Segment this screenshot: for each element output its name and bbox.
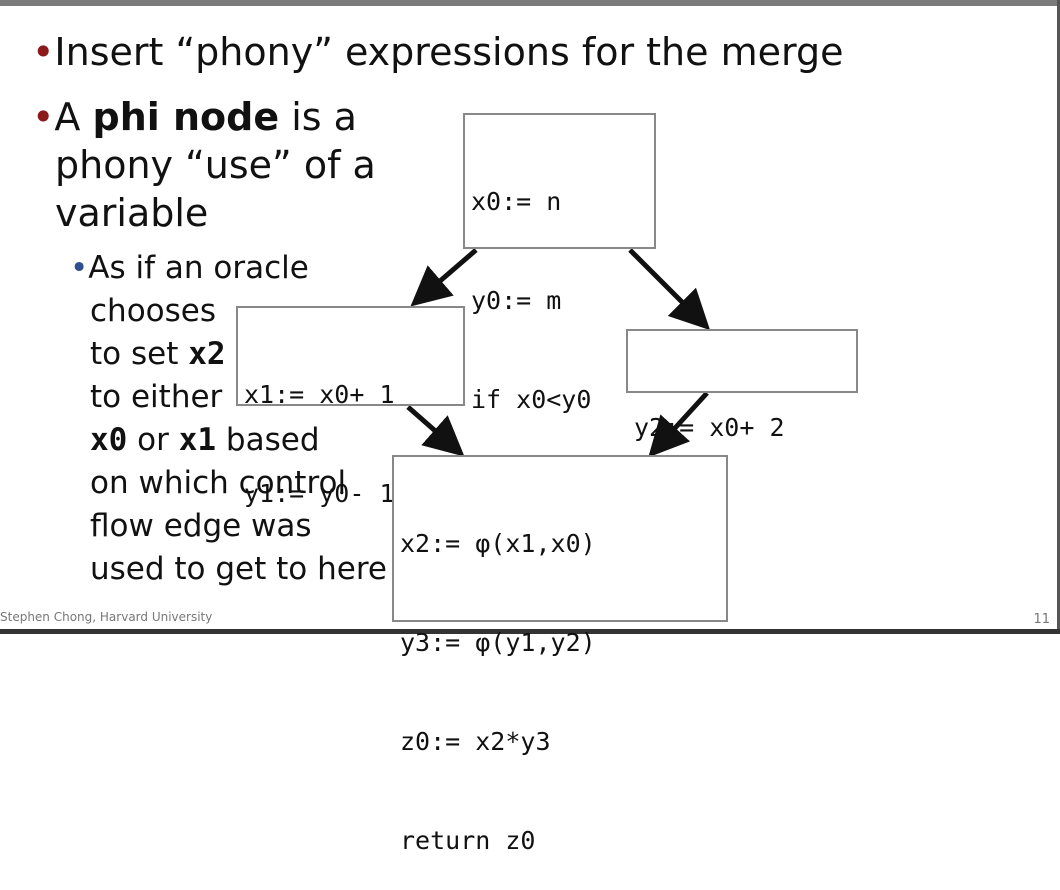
block-left: x1:= x0+ 1 y1:= y0- 1 — [236, 306, 465, 508]
sub-line-3: to set x2 — [90, 336, 226, 372]
bullet-insert-phony: •Insert “phony” expressions for the merg… — [32, 30, 844, 74]
edge-right-to-merge — [648, 391, 709, 458]
cfg-edges — [406, 248, 711, 458]
sub-line-2: chooses — [90, 293, 216, 329]
sub-line-5: x0 or x1 based — [90, 422, 320, 458]
merge-line-3: z0:= x2*y3 — [400, 727, 551, 756]
bullet-phi-node-line2: phony “use” of a — [55, 143, 376, 187]
left-line-2: y1:= y0- 1 — [244, 479, 395, 508]
entry-line-3: if x0<y0 — [471, 385, 592, 414]
phi-node-term: phi node — [92, 95, 280, 139]
bullet-phi-node-line3: variable — [55, 191, 209, 235]
merge-line-2: y3:= φ(y1,y2) — [400, 628, 596, 657]
bullet-dot-icon: • — [32, 30, 55, 74]
top-bar — [0, 0, 1060, 6]
bullet-phi-node: •A phi node is a — [32, 95, 357, 139]
sub-line-8: used to get to here — [90, 551, 387, 587]
block-merge: x2:= φ(x1,x0) y3:= φ(y1,y2) z0:= x2*y3 r… — [392, 455, 728, 855]
sub-bullet-dot-icon: • — [70, 250, 89, 286]
code-x0: x0 — [90, 422, 128, 458]
page-number: 11 — [1033, 612, 1050, 627]
left-line-1: x1:= x0+ 1 — [244, 380, 395, 409]
merge-line-4: return z0 — [400, 826, 536, 855]
sub-line-6: on which control — [90, 465, 347, 501]
edge-entry-to-left — [410, 248, 478, 307]
entry-line-2: y0:= m — [471, 286, 562, 315]
block-entry: x0:= n y0:= m if x0<y0 — [463, 113, 656, 414]
right-edge — [1057, 0, 1060, 634]
sub-line-4: to either — [90, 379, 223, 415]
sub-line-7: flow edge was — [90, 508, 312, 544]
bottom-bar — [0, 629, 1060, 634]
block-right: y2:= x0+ 2 — [626, 329, 858, 442]
entry-line-1: x0:= n — [471, 187, 562, 216]
edge-left-to-merge — [406, 405, 465, 457]
sub-bullet-oracle: •As if an oracle — [70, 250, 309, 286]
code-x2: x2 — [188, 336, 226, 372]
merge-line-1: x2:= φ(x1,x0) — [400, 529, 596, 558]
bullet-dot-icon: • — [32, 95, 55, 139]
footer-credit: Stephen Chong, Harvard University — [0, 610, 213, 624]
right-line-1: y2:= x0+ 2 — [634, 413, 785, 442]
edge-entry-to-right — [628, 248, 711, 331]
code-x1: x1 — [178, 422, 217, 458]
